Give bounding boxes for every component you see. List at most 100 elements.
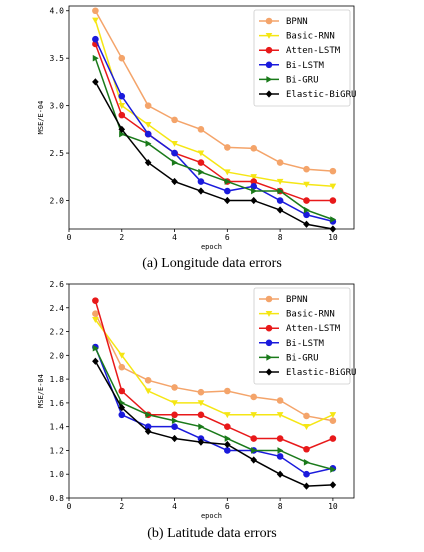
data-point-bpnn	[303, 412, 310, 420]
data-point-atten-lstm	[171, 411, 178, 419]
data-point-bi-gru	[92, 344, 99, 352]
data-point-basic-rnn	[92, 17, 99, 24]
data-point-basic-rnn	[224, 169, 231, 176]
data-point-bi-gru	[145, 411, 152, 419]
data-point-bi-lstm	[171, 149, 178, 157]
y-tick-label: 2.0	[50, 197, 65, 206]
series-bi-gru	[92, 344, 337, 473]
data-point-elastic-bigru	[171, 434, 178, 443]
legend-label-atten-lstm: Atten-LSTM	[286, 46, 341, 56]
data-point-elastic-bigru	[118, 125, 126, 133]
legend-label-atten-lstm: Atten-LSTM	[286, 324, 341, 334]
legend-marker-bi-lstm	[265, 61, 273, 69]
legend-marker-bi-lstm	[265, 339, 273, 347]
series-line-elastic-bigru	[94, 360, 333, 487]
data-point-bi-gru	[251, 447, 258, 454]
y-tick-label: 2.0	[50, 351, 65, 360]
data-point-bpnn	[92, 7, 99, 15]
data-point-basic-rnn	[144, 388, 152, 395]
data-point-basic-rnn	[224, 412, 231, 419]
x-tick-label: 0	[67, 233, 72, 242]
series-bi-gru	[92, 54, 337, 223]
data-point-atten-lstm	[118, 387, 126, 395]
data-point-bi-gru	[119, 130, 126, 138]
data-point-bi-lstm	[303, 211, 310, 219]
data-point-bpnn	[92, 310, 99, 318]
data-point-elastic-bigru	[92, 78, 99, 86]
data-point-elastic-bigru	[144, 427, 152, 436]
x-tick-label: 10	[328, 502, 338, 511]
data-point-elastic-bigru	[224, 196, 231, 205]
data-point-basic-rnn	[144, 121, 152, 128]
data-point-bpnn	[329, 167, 337, 175]
legend-marker-basic-rnn	[265, 310, 273, 317]
data-point-bi-lstm	[276, 453, 284, 460]
data-point-bpnn	[250, 393, 258, 401]
x-tick-label: 2	[119, 502, 124, 511]
data-point-bi-lstm	[224, 447, 231, 454]
data-point-bi-lstm	[118, 411, 126, 419]
data-point-elastic-bigru	[250, 196, 258, 205]
data-point-bi-gru	[198, 168, 205, 176]
y-tick-label: 2.6	[50, 280, 65, 289]
y-tick-label: 0.8	[50, 494, 65, 503]
data-point-bi-gru	[330, 216, 337, 223]
data-point-elastic-bigru	[276, 206, 284, 214]
data-point-bi-lstm	[144, 423, 152, 430]
data-point-basic-rnn	[276, 412, 284, 419]
legend-marker-bpnn	[265, 17, 273, 25]
data-point-atten-lstm	[118, 111, 126, 119]
legend-label-basic-rnn: Basic-RNN	[286, 32, 335, 42]
data-point-bpnn	[171, 384, 178, 391]
y-tick-label: 1.6	[50, 399, 65, 408]
y-tick-label: 4.0	[50, 7, 65, 16]
data-point-bi-gru	[277, 447, 284, 454]
data-point-bi-gru	[303, 459, 310, 466]
series-basic-rnn	[92, 317, 337, 430]
data-point-elastic-bigru	[171, 177, 178, 186]
series-bpnn	[92, 310, 337, 425]
data-point-elastic-bigru	[329, 481, 337, 489]
x-tick-label: 4	[172, 233, 177, 242]
data-point-basic-rnn	[303, 424, 310, 430]
data-point-atten-lstm	[329, 197, 337, 204]
data-point-atten-lstm	[303, 445, 310, 453]
series-bi-lstm	[92, 343, 337, 478]
legend-marker-elastic-bigru	[265, 368, 273, 376]
data-point-bi-lstm	[197, 178, 205, 185]
legend-marker-bpnn	[265, 295, 273, 303]
data-point-atten-lstm	[250, 435, 258, 442]
data-point-bpnn	[276, 159, 284, 166]
legend-marker-bi-gru	[266, 76, 273, 83]
data-point-bi-lstm	[276, 197, 284, 204]
data-point-elastic-bigru	[276, 470, 284, 478]
series-atten-lstm	[92, 297, 337, 453]
data-point-elastic-bigru	[92, 357, 99, 365]
data-point-bi-lstm	[92, 35, 99, 43]
data-point-elastic-bigru	[224, 440, 231, 449]
data-point-bi-gru	[92, 54, 99, 62]
legend-label-bi-lstm: Bi-LSTM	[286, 61, 325, 71]
data-point-basic-rnn	[329, 412, 337, 419]
series-elastic-bigru	[92, 78, 337, 233]
chart-longitude: 0 2 4 6 8 102.02.53.03.54.0epochMSE/E-04BPNNB…	[37, 5, 356, 251]
data-point-bi-gru	[277, 187, 284, 195]
data-point-bpnn	[144, 102, 152, 109]
data-point-bi-lstm	[250, 182, 258, 190]
data-point-elastic-bigru	[197, 187, 205, 195]
x-tick-label: 0	[67, 502, 72, 511]
plot-frame	[68, 283, 355, 499]
caption-latitude: (b) Latitude data errors	[147, 526, 277, 541]
plot-frame	[68, 5, 355, 230]
data-point-bi-gru	[198, 423, 205, 430]
series-line-bi-lstm	[94, 38, 334, 223]
data-point-bi-gru	[251, 187, 258, 195]
data-point-bpnn	[197, 388, 205, 396]
data-point-bi-gru	[303, 206, 310, 214]
data-point-bi-lstm	[303, 470, 310, 478]
data-point-elastic-bigru	[329, 225, 337, 233]
legend-label-bi-gru: Bi-GRU	[286, 75, 319, 85]
chart-longitude-panel: 0 2 4 6 8 10 2.0 2.5 3.0 3.5 4.0 epoch MSE/E-04 BPNN B…	[37, 5, 356, 271]
x-tick-label: 2	[119, 233, 124, 242]
legend-marker-elastic-bigru	[265, 90, 273, 98]
